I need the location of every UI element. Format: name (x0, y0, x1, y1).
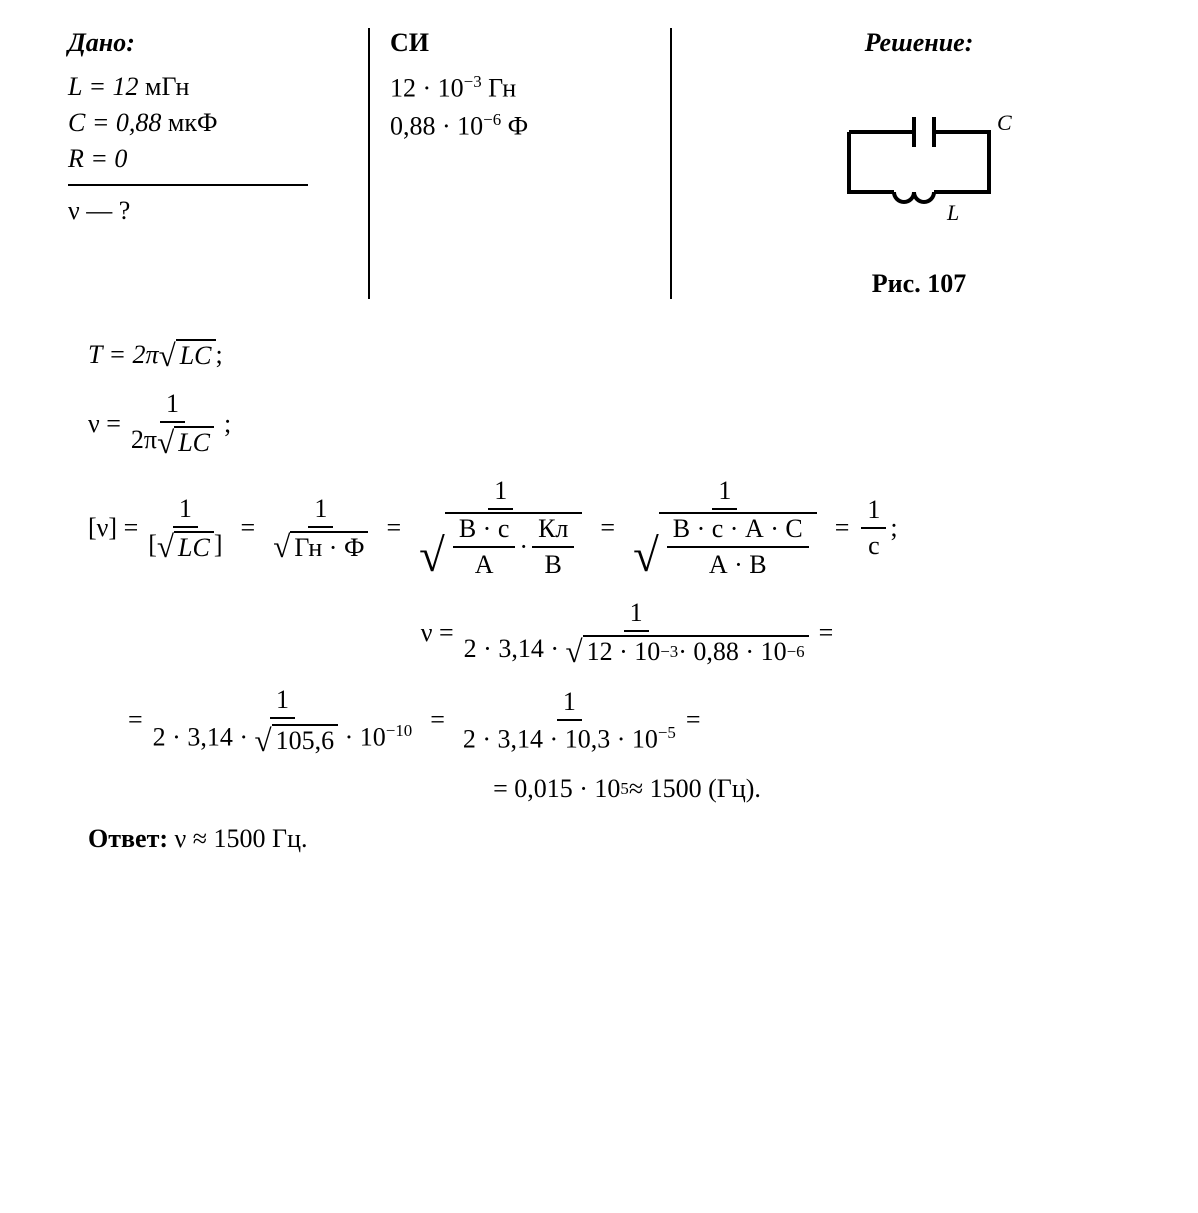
given-divider (68, 184, 308, 186)
si-L: 12 · 10−3 Гн (390, 72, 650, 104)
si-column: СИ 12 · 10−3 Гн 0,88 · 10−6 Ф (370, 28, 672, 299)
formula-calc2: = 1 2 · 3,14 · √105,6 · 10−10 = 1 2 · 3,… (128, 685, 1166, 756)
formula-calc1: ν = 1 2 · 3,14 · √12 · 10−3 · 0,88 · 10−… (88, 598, 1166, 667)
formula-nu: ν = 1 2π√LC ; (88, 389, 1166, 458)
problem-header: Дано: L = 12 мГн C = 0,88 мкФ R = 0 ν — … (48, 28, 1166, 299)
find-line: ν — ? (68, 196, 348, 226)
circuit-diagram: C L (819, 102, 1019, 222)
inductor-label: L (946, 200, 959, 222)
si-C: 0,88 · 10−6 Ф (390, 110, 650, 142)
figure-caption: Рис. 107 (692, 269, 1146, 299)
capacitor-label: C (997, 110, 1012, 135)
solution-column: Решение: C L Рис. 107 (672, 28, 1166, 299)
solution-header: Решение: (692, 28, 1146, 58)
given-R: R = 0 (68, 144, 348, 174)
si-header: СИ (390, 28, 650, 58)
formula-T: T = 2π √LC ; (88, 339, 1166, 371)
given-L: L = 12 мГн (68, 72, 348, 102)
formula-block: T = 2π √LC ; ν = 1 2π√LC ; [ν] = 1 [√LC]… (88, 339, 1166, 804)
given-column: Дано: L = 12 мГн C = 0,88 мкФ R = 0 ν — … (48, 28, 370, 299)
given-C: C = 0,88 мкФ (68, 108, 348, 138)
formula-dim: [ν] = 1 [√LC] = 1 √Гн · Ф = 1 √ В · сА ·… (88, 476, 1166, 580)
given-header: Дано: (68, 28, 348, 58)
answer-line: Ответ: ν ≈ 1500 Гц. (88, 824, 1166, 854)
formula-result: = 0,015 · 105 ≈ 1500 (Гц). (88, 774, 1166, 804)
